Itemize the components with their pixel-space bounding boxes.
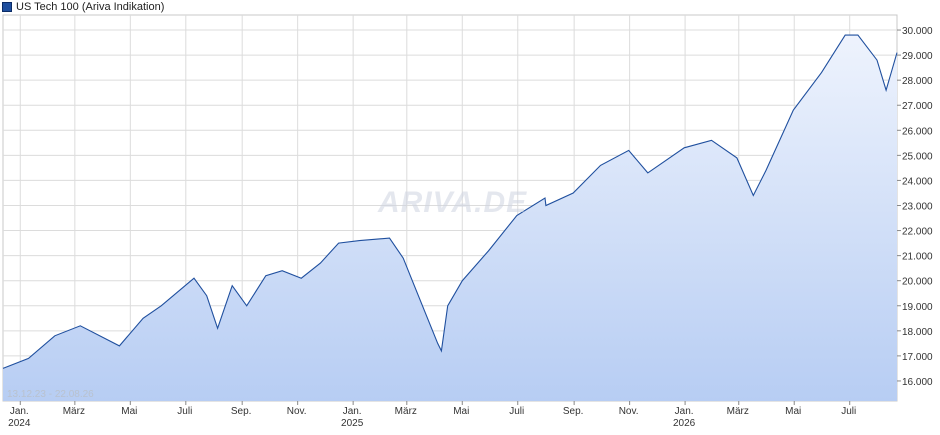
x-tick-label: Nov.: [619, 406, 639, 417]
x-tick-year-label: 2025: [341, 418, 364, 429]
x-tick-year-label: 2024: [8, 418, 31, 429]
x-tick-label: Jan.: [343, 406, 362, 417]
y-tick-label: 22.000: [902, 227, 933, 238]
legend: US Tech 100 (Ariva Indikation): [2, 0, 164, 14]
y-tick-label: 24.000: [902, 176, 933, 187]
x-tick-label: Mai: [453, 406, 469, 417]
date-range-label: 13.12.23 - 22.08.26: [7, 389, 94, 400]
y-tick-label: 19.000: [902, 302, 933, 313]
price-line: [2, 34, 898, 369]
y-tick-label: 27.000: [902, 101, 933, 112]
x-tick-label: Nov.: [287, 406, 307, 417]
x-tick-label: Jan.: [675, 406, 694, 417]
y-tick-label: 20.000: [902, 277, 933, 288]
watermark-logo: ARIVA.DE: [378, 186, 528, 219]
y-tick-label: 30.000: [902, 26, 933, 37]
x-tick-label: März: [727, 406, 749, 417]
price-area: [3, 35, 897, 401]
legend-swatch: [2, 2, 12, 12]
y-tick-label: 25.000: [902, 151, 933, 162]
x-tick-label: Sep.: [231, 406, 252, 417]
y-axis-ticks: 16.000 17.000 18.000 19.000 20.000 21.000 22.0…: [897, 26, 933, 388]
x-tick-label: Sep.: [563, 406, 584, 417]
y-tick-label: 23.000: [902, 201, 933, 212]
legend-label: US Tech 100 (Ariva Indikation): [16, 1, 165, 13]
x-tick-year-label: 2026: [673, 418, 696, 429]
y-tick-label: 28.000: [902, 76, 933, 87]
y-tick-label: 29.000: [902, 51, 933, 62]
x-tick-label: Juli: [509, 406, 524, 417]
y-tick-label: 17.000: [902, 352, 933, 363]
x-tick-label: Juli: [177, 406, 192, 417]
x-tick-label: Mai: [121, 406, 137, 417]
x-tick-label: März: [395, 406, 417, 417]
y-tick-label: 21.000: [902, 252, 933, 263]
y-tick-label: 26.000: [902, 126, 933, 137]
x-tick-label: Mai: [785, 406, 801, 417]
x-tick-label: März: [63, 406, 85, 417]
y-tick-label: 16.000: [902, 377, 933, 388]
x-tick-label: Juli: [841, 406, 856, 417]
x-tick-label: Jan.: [10, 406, 29, 417]
y-tick-label: 18.000: [902, 327, 933, 338]
